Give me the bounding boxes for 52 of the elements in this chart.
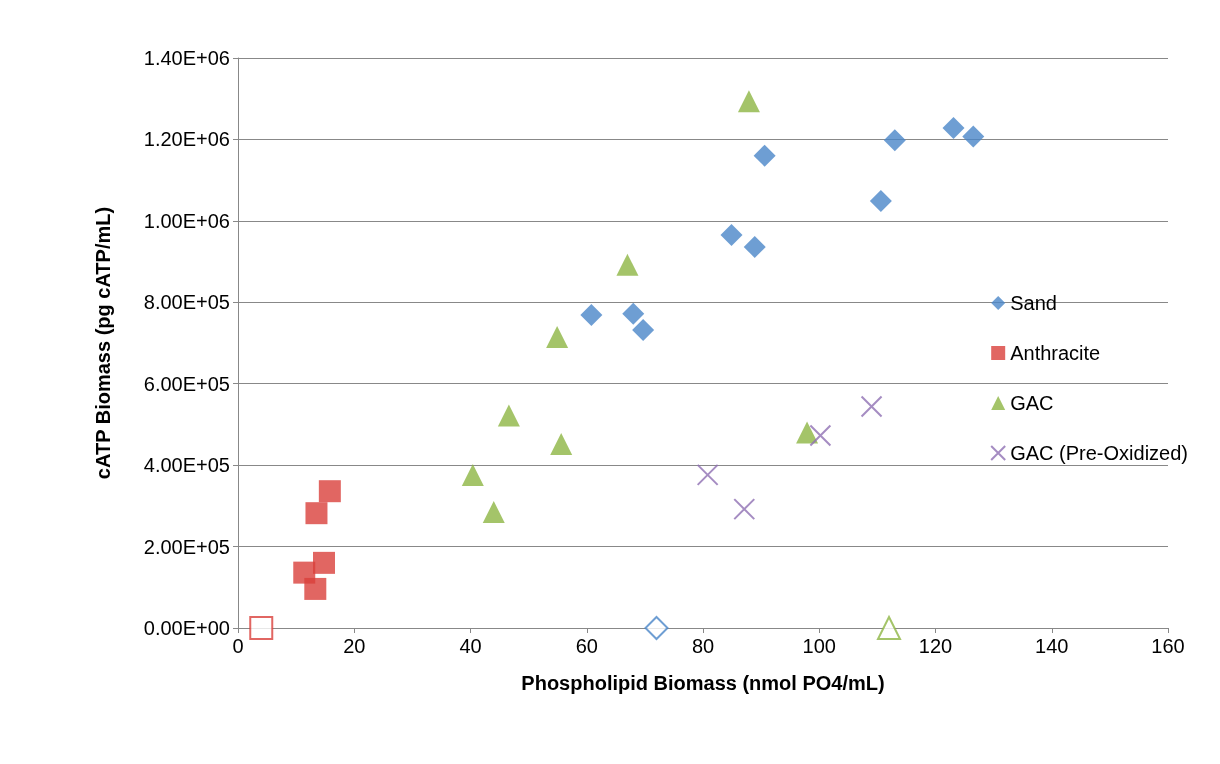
point — [720, 224, 743, 247]
y-tick-label: 1.20E+06 — [143, 128, 230, 151]
y-tick-label: 1.40E+06 — [143, 47, 230, 69]
point — [942, 117, 965, 140]
point — [616, 253, 639, 276]
x-tick-label: 120 — [918, 635, 953, 657]
point — [304, 577, 327, 600]
y-tick-label: 2.00E+05 — [143, 535, 230, 558]
point — [644, 616, 669, 640]
x-tick-label: 60 — [575, 635, 598, 657]
legend-label: GAC — [1010, 392, 1054, 414]
y-tick-label: 0.00E+00 — [143, 617, 230, 639]
point — [733, 498, 756, 521]
y-tick-label: 4.00E+05 — [143, 454, 230, 477]
x-tick-label: 100 — [802, 635, 836, 657]
point — [860, 395, 883, 418]
point — [249, 616, 274, 640]
legend-label: Anthracite — [1010, 342, 1101, 364]
point — [877, 616, 901, 640]
y-axis-title: cATP Biomass (pg cATP/mL) — [92, 206, 114, 480]
legend-label: Sand — [1010, 292, 1057, 314]
y-tick-label: 6.00E+05 — [143, 372, 230, 395]
point — [313, 551, 336, 574]
point — [869, 189, 892, 212]
x-tick-label: 20 — [343, 635, 366, 657]
point — [743, 235, 766, 258]
y-tick-label: 1.00E+06 — [143, 209, 230, 232]
point — [580, 303, 603, 326]
point — [550, 432, 573, 455]
x-tick-label: 80 — [691, 635, 715, 657]
point — [632, 318, 655, 341]
legend-label: GAC (Pre-Oxidized) — [1010, 442, 1188, 464]
point — [796, 421, 819, 444]
point — [737, 90, 760, 113]
point — [962, 125, 985, 148]
x-axis-title: Phospholipid Biomass (nmol PO4/mL) — [521, 672, 885, 694]
point — [753, 144, 776, 167]
x-tick-label: 40 — [459, 635, 482, 657]
point — [883, 129, 906, 152]
point — [809, 424, 832, 447]
point — [497, 404, 520, 427]
point — [461, 463, 484, 486]
point — [622, 302, 645, 325]
point — [305, 502, 328, 525]
x-tick-label: 160 — [1151, 635, 1185, 657]
point — [546, 325, 569, 348]
point — [696, 463, 719, 486]
point — [482, 500, 505, 523]
x-tick-label: 0 — [232, 635, 244, 657]
point — [318, 480, 341, 503]
y-tick-label: 8.00E+05 — [143, 291, 230, 314]
x-tick-label: 140 — [1035, 635, 1069, 657]
